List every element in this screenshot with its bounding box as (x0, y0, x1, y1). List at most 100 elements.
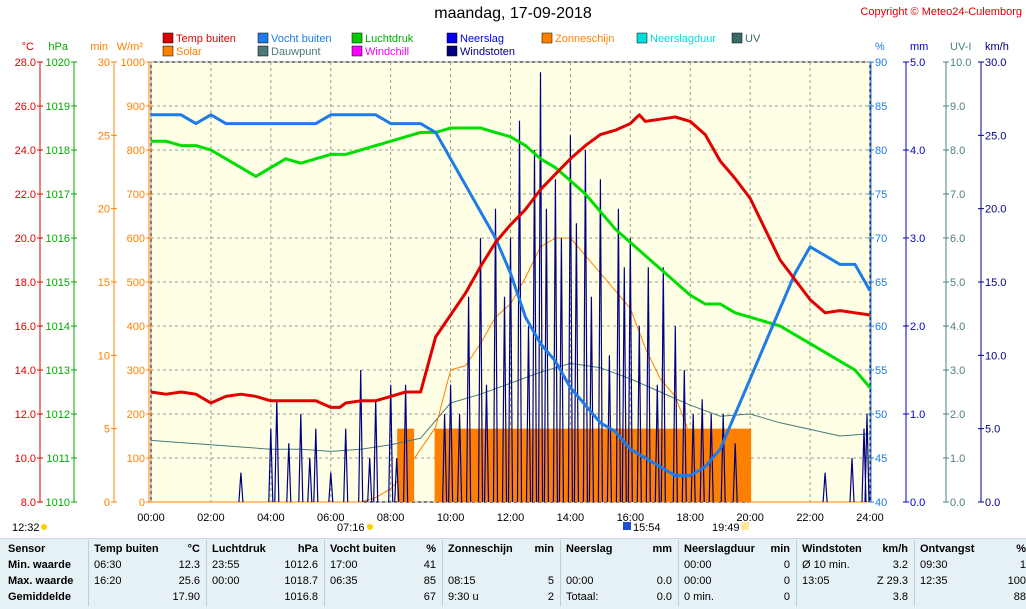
table-row-label: Gemiddelde (8, 591, 71, 603)
table-row: 0 min. 0 (684, 589, 794, 605)
copyright-text[interactable]: Copyright © Meteo24-Culemborg (860, 6, 1022, 18)
cell-value: Z 29.3 (876, 575, 908, 587)
pressure-tick-label: 1016 (46, 233, 70, 245)
cell-time: 0 min. (684, 591, 714, 603)
cell-value: 0 (783, 591, 790, 603)
solar-tick-label: 300 (127, 365, 145, 377)
pressure-tick-label: 1010 (46, 497, 70, 509)
temp-tick-label: 10.0 (15, 453, 36, 465)
cell-time: 00:00 (684, 559, 712, 571)
table-column-pressure: Luchtdruk hPa 23:55 1012.6 00:00 1018.7 1016.8 (212, 541, 322, 605)
sunset-time: 19:49 (712, 522, 740, 534)
humidity-tick-label: 55 (875, 365, 887, 377)
cell-time: 06:35 (330, 575, 358, 587)
cell-value: 100 (1007, 575, 1026, 587)
column-unit: % (426, 543, 436, 555)
table-column-sunshine: Zonneschijn min 08:15 5 9:30 u 2 (448, 541, 558, 605)
legend-label: Dauwpunt (271, 46, 321, 58)
temp-tick-label: 24.0 (15, 145, 36, 157)
table-header: Temp buiten °C (94, 541, 204, 557)
wind-gust-spike (238, 72, 870, 503)
table-header: Luchtdruk hPa (212, 541, 322, 557)
minutes-tick-label: 20 (98, 204, 110, 216)
temp-tick-label: 18.0 (15, 277, 36, 289)
column-unit: % (1016, 543, 1026, 555)
uv-tick-label: 10.0 (950, 57, 971, 69)
temp-tick-label: 22.0 (15, 189, 36, 201)
x-tick-label: 20:00 (736, 512, 764, 524)
table-row: 67 (330, 589, 440, 605)
table-row: 08:15 5 (448, 573, 558, 589)
humidity-tick-label: 70 (875, 233, 887, 245)
legend-swatch (257, 32, 269, 44)
minutes-tick-label: 25 (98, 130, 110, 142)
uv-tick-label: 9.0 (950, 101, 965, 113)
table-row: 00:00 0.0 (566, 573, 676, 589)
uv-tick-label: 2.0 (950, 409, 965, 421)
table-row: 00:00 0 (684, 573, 794, 589)
cell-value: 41 (423, 559, 436, 571)
cell-value: 67 (423, 591, 436, 603)
cell-value: 85 (423, 575, 436, 587)
sunshine-bar (734, 428, 752, 502)
column-title: Temp buiten (94, 543, 159, 555)
column-title: Luchtdruk (212, 543, 266, 555)
cell-value: 2 (547, 591, 554, 603)
x-tick-label: 10:00 (437, 512, 465, 524)
cell-value: 25.6 (178, 575, 200, 587)
series-line-temp-buiten (150, 113, 871, 409)
cell-value: 1016.8 (284, 591, 318, 603)
legend-swatch (446, 32, 458, 44)
rain-tick-label: 1.0 (910, 409, 925, 421)
x-tick-label: 24:00 (856, 512, 884, 524)
table-row: 1016.8 (212, 589, 322, 605)
table-divider (88, 540, 89, 606)
column-unit: km/h (882, 543, 908, 555)
legend-label: Zonneschijn (555, 33, 614, 45)
cell-value: 1 (1019, 559, 1026, 571)
cell-time: 00:00 (212, 575, 240, 587)
column-title: Zonneschijn (448, 543, 513, 555)
uv-tick-label: 4.0 (950, 321, 965, 333)
temp-tick-label: 8.0 (21, 497, 36, 509)
table-header: Neerslag mm (566, 541, 676, 557)
humidity-unit-label: % (875, 41, 885, 53)
uv-tick-label: 7.0 (950, 189, 965, 201)
table-divider (678, 540, 679, 606)
cell-value: 0.0 (656, 591, 672, 603)
pressure-tick-label: 1018 (46, 145, 70, 157)
temp-tick-label: 20.0 (15, 233, 36, 245)
table-row: 06:30 12.3 (94, 557, 204, 573)
cell-time: 00:00 (566, 575, 594, 587)
humidity-tick-label: 60 (875, 321, 887, 333)
table-row: Ø 10 min. 3.2 (802, 557, 912, 573)
solar-tick-label: 100 (127, 453, 145, 465)
table-column-temp: Temp buiten °C 06:30 12.3 16:20 25.6 17.90 (94, 541, 204, 605)
moon-icon (41, 524, 47, 530)
cell-value: 12.3 (178, 559, 200, 571)
solar-tick-label: 700 (127, 189, 145, 201)
solar-tick-label: 200 (127, 409, 145, 421)
table-column-gusts: Windstoten km/h Ø 10 min. 3.2 13:05 Z 29.3 3.8 (802, 541, 912, 605)
cell-time: 13:05 (802, 575, 830, 587)
uv-tick-label: 0.0 (950, 497, 965, 509)
chart-title: maandag, 17-09-2018 (434, 5, 592, 22)
legend-swatch (446, 45, 458, 57)
sunshine-bar (397, 428, 415, 502)
legend-label: UV (745, 33, 761, 45)
column-unit: mm (652, 543, 672, 555)
solar-noon-time: 15:54 (633, 522, 661, 534)
table-row: 00:00 0 (684, 557, 794, 573)
column-title: Windstoten (802, 543, 862, 555)
temp-tick-label: 16.0 (15, 321, 36, 333)
x-tick-label: 18:00 (676, 512, 704, 524)
cell-value: 1018.7 (284, 575, 318, 587)
weather-chart: 8.0 10.0 12.0 14.0 16.0 18.0 20.0 22.0 24.0 26.0 2… (12, 32, 1009, 534)
sunshine-bar (659, 428, 677, 502)
stats-table: Sensor Min. waarde Max. waarde Gemiddelde Te… (0, 538, 1026, 609)
wind-tick-label: 20.0 (985, 204, 1006, 216)
cell-value: 1012.6 (284, 559, 318, 571)
temp-tick-label: 26.0 (15, 101, 36, 113)
column-unit: min (770, 543, 790, 555)
table-row: 16:20 25.6 (94, 573, 204, 589)
